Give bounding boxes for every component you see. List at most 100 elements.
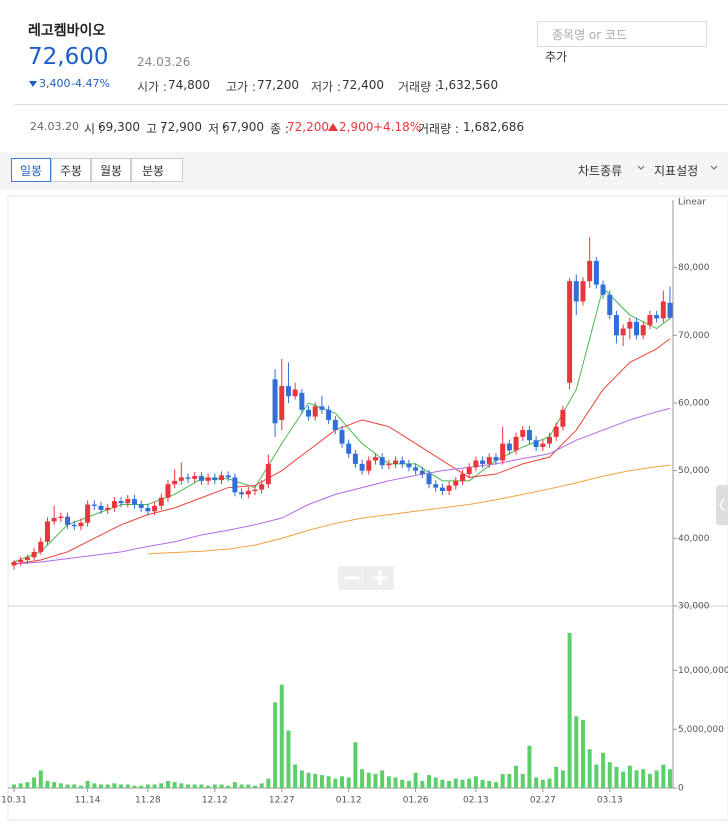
volume-bar — [647, 773, 652, 788]
volume-bar — [226, 785, 231, 788]
candle-body — [386, 463, 392, 466]
ma-line — [13, 338, 671, 565]
x-tick-label: 12.12 — [202, 796, 228, 806]
volume-bar — [574, 716, 579, 788]
volume-bar — [306, 772, 311, 788]
menu[interactable]: 지표설정 — [654, 164, 699, 178]
candle-body — [346, 443, 352, 454]
volume-bar — [45, 780, 50, 788]
volume-bar — [132, 785, 137, 788]
x-tick-label: 11.28 — [135, 796, 161, 806]
volume-bar — [493, 782, 498, 788]
tick-label: 30,000 — [678, 602, 710, 612]
candle-body — [526, 430, 532, 441]
volume-bar — [266, 778, 271, 788]
volume-bar — [25, 782, 30, 788]
volume-bar — [273, 702, 278, 788]
tab[interactable]: 주봉 — [51, 158, 91, 182]
volume-bar — [299, 770, 304, 788]
volume-bar — [567, 633, 572, 788]
volume-bar — [72, 784, 77, 788]
candle-body — [192, 476, 198, 479]
stat-value: 1,632,560 — [437, 78, 499, 92]
candle-body — [71, 524, 77, 527]
candle-body — [272, 379, 278, 424]
tick-label: 70,000 — [678, 331, 710, 341]
volume-bar — [621, 771, 626, 788]
candle-body — [493, 457, 499, 461]
prev-change: 2,900 — [339, 120, 374, 134]
volume-bar — [326, 776, 331, 788]
search-box[interactable]: 종목명 or 코드 — [537, 21, 707, 47]
stat-label: 시가 : — [137, 80, 167, 94]
volume-bar — [540, 779, 545, 788]
tick-label: 0 — [678, 784, 684, 794]
candle-body — [111, 501, 117, 508]
candle-body — [232, 477, 238, 493]
volume-bar — [165, 780, 170, 788]
tab[interactable]: 일봉 — [11, 158, 51, 182]
candle-body — [593, 260, 599, 285]
x-tick-label: 11.14 — [75, 796, 101, 806]
x-tick-label: 01.26 — [403, 796, 429, 806]
candle-body — [319, 406, 325, 410]
candle-body — [58, 516, 64, 519]
candle-body — [613, 315, 619, 336]
candle-body — [473, 460, 479, 468]
candle-body — [239, 492, 245, 495]
stat-value: 74,800 — [168, 78, 210, 92]
prev-value: 67,900 — [222, 120, 264, 134]
volume-bar — [340, 776, 344, 788]
add-button[interactable]: 추가 — [545, 50, 568, 64]
volume-bar — [427, 775, 432, 788]
volume-bar — [420, 780, 425, 788]
candle-body — [178, 477, 184, 481]
side-tab[interactable] — [716, 485, 728, 525]
candle-body — [212, 477, 218, 481]
candle-body — [292, 389, 298, 397]
candle-body — [131, 499, 137, 505]
prev-label: 거래량 : — [418, 122, 459, 136]
prev-close: 72,200 — [287, 120, 329, 134]
prev-rate: +4.18% — [373, 120, 422, 134]
volume-bar — [32, 777, 37, 788]
zoom-in[interactable] — [373, 571, 387, 585]
volume-bar — [487, 780, 492, 788]
volume-bar — [373, 773, 378, 788]
candle-body — [51, 518, 57, 522]
up-arrow — [328, 123, 338, 131]
x-tick-label: 03.13 — [597, 796, 623, 806]
volume-bar — [607, 762, 612, 788]
volume-bar — [246, 784, 251, 788]
volume-bar — [125, 784, 130, 788]
change: 3,400 — [39, 77, 71, 90]
placeholder: 종목명 or 코드 — [552, 28, 628, 42]
candle-body — [259, 484, 265, 490]
side-chevron — [719, 498, 725, 512]
volume-bar — [453, 778, 458, 788]
candle-body — [600, 284, 606, 295]
candle-body — [433, 484, 439, 488]
volume-bar — [99, 784, 104, 788]
panel-border — [7, 195, 728, 821]
candle-body — [85, 504, 91, 523]
candle-body — [152, 505, 158, 512]
tab[interactable]: 월봉 — [91, 158, 131, 182]
volume-bar — [252, 785, 257, 788]
prev-label: 저 : — [208, 122, 227, 136]
price: 72,600 — [28, 44, 109, 70]
tick-label: 10,000,000 — [678, 666, 728, 676]
volume-bar — [641, 769, 646, 788]
volume-bar — [594, 764, 599, 788]
tab[interactable]: 분봉 — [131, 158, 183, 182]
volume-bar — [279, 684, 284, 788]
candle-body — [198, 476, 204, 481]
candle-body — [533, 440, 539, 447]
volume-bar — [119, 784, 124, 788]
candle-body — [413, 467, 419, 471]
menu[interactable]: 차트종류 — [578, 164, 623, 178]
volume-bar — [554, 766, 559, 788]
candle-body — [553, 426, 559, 437]
